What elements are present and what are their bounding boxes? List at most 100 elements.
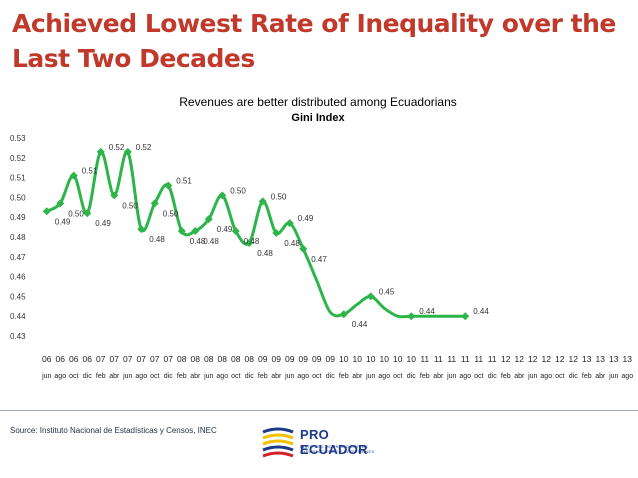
x-month-label: feb: [420, 373, 430, 380]
data-marker: [191, 227, 200, 236]
x-month-label: dic: [488, 373, 497, 380]
x-month-label: ago: [216, 373, 228, 380]
data-marker: [245, 238, 254, 247]
data-label: 0.48: [257, 249, 273, 258]
x-year-label: 13: [623, 354, 633, 364]
data-marker: [164, 181, 173, 190]
data-marker: [272, 229, 281, 238]
x-month-label: abr: [271, 373, 282, 380]
gini-line-chart: Revenues are better distributed among Ec…: [10, 95, 633, 380]
x-month-label: oct: [69, 373, 78, 380]
data-label: 0.51: [82, 167, 98, 176]
x-month-label: jun: [608, 373, 618, 380]
x-year-label: 09: [258, 354, 268, 364]
data-label: 0.44: [419, 307, 435, 316]
x-year-label: 12: [515, 354, 525, 364]
x-month-label: abr: [433, 373, 444, 380]
x-year-label: 11: [488, 354, 497, 364]
data-marker: [285, 219, 294, 228]
x-year-label: 12: [501, 354, 511, 364]
x-year-label: 13: [609, 354, 619, 364]
data-label: 0.52: [109, 143, 125, 152]
pro-ecuador-logo: PRO ECUADOR INSTITUTO DE PROMOCIÓN DE EX…: [260, 421, 385, 461]
data-label: 0.49: [298, 214, 314, 223]
x-year-label: 08: [245, 354, 255, 364]
data-label: 0.50: [230, 186, 246, 195]
data-marker: [96, 147, 105, 156]
x-year-label: 11: [420, 354, 429, 364]
data-markers: [42, 147, 470, 321]
x-year-label: 11: [461, 354, 470, 364]
data-marker: [110, 191, 119, 200]
x-month-label: oct: [150, 373, 159, 380]
x-month-label: dic: [326, 373, 335, 380]
y-tick-label: 0.53: [10, 134, 26, 143]
x-axis: 06 06 06 06 07 07 07 07 07 07 08 08 08 08 08 08 09 09 09 09…: [41, 354, 633, 380]
x-month-label: feb: [177, 373, 187, 380]
data-label: 0.49: [55, 217, 71, 226]
x-year-label: 13: [596, 354, 606, 364]
data-marker: [339, 310, 348, 319]
x-month-label: abr: [514, 373, 525, 380]
data-label: 0.47: [311, 255, 327, 264]
x-year-label: 06: [83, 354, 93, 364]
data-marker: [56, 199, 65, 208]
x-month-label: ago: [54, 373, 66, 380]
x-month-label: jun: [446, 373, 456, 380]
x-month-label: jun: [41, 373, 51, 380]
x-month-label: jun: [365, 373, 375, 380]
data-label: 0.50: [122, 201, 138, 210]
x-month-label: dic: [407, 373, 416, 380]
x-year-label: 11: [434, 354, 443, 364]
data-label: 0.48: [149, 235, 165, 244]
data-label: 0.48: [203, 237, 219, 246]
x-year-label: 08: [191, 354, 201, 364]
x-month-label: jun: [203, 373, 213, 380]
data-label: 0.48: [190, 237, 206, 246]
x-month-label: oct: [231, 373, 240, 380]
data-marker: [366, 292, 375, 301]
data-marker: [218, 191, 227, 200]
x-month-label: jun: [527, 373, 537, 380]
x-year-label: 12: [555, 354, 565, 364]
logo-tagline: INSTITUTO DE PROMOCIÓN DE EXPORTACIONES …: [300, 444, 375, 454]
chart-title: Revenues are better distributed among Ec…: [179, 95, 457, 109]
x-year-label: 08: [231, 354, 241, 364]
data-marker: [137, 225, 146, 234]
y-tick-label: 0.45: [10, 292, 26, 301]
x-month-label: ago: [540, 373, 552, 380]
x-month-label: feb: [258, 373, 268, 380]
data-marker: [42, 207, 51, 216]
data-marker: [407, 312, 416, 321]
x-month-label: oct: [555, 373, 564, 380]
x-year-label: 10: [366, 354, 376, 364]
x-year-label: 09: [326, 354, 336, 364]
x-year-label: 13: [582, 354, 592, 364]
data-label: 0.50: [163, 209, 179, 218]
logo-emblem-icon: [262, 427, 294, 458]
x-year-label: 10: [393, 354, 403, 364]
x-year-label: 07: [123, 354, 133, 364]
data-marker: [461, 312, 470, 321]
x-year-label: 10: [380, 354, 390, 364]
data-label: 0.45: [379, 287, 395, 296]
data-label: 0.48: [244, 237, 260, 246]
x-month-label: ago: [459, 373, 471, 380]
x-year-label: 09: [312, 354, 322, 364]
x-month-label: oct: [474, 373, 483, 380]
x-year-label: 08: [204, 354, 214, 364]
data-marker: [177, 227, 186, 236]
data-marker: [299, 244, 308, 253]
data-label: 0.44: [352, 320, 368, 329]
x-month-label: jun: [284, 373, 294, 380]
x-month-label: abr: [109, 373, 120, 380]
y-tick-label: 0.43: [10, 332, 26, 341]
x-month-label: abr: [595, 373, 606, 380]
y-tick-label: 0.46: [10, 273, 26, 282]
x-year-label: 07: [96, 354, 106, 364]
data-marker: [83, 209, 92, 218]
y-tick-label: 0.48: [10, 233, 26, 242]
chart-subtitle: Gini Index: [291, 112, 345, 124]
y-tick-label: 0.44: [10, 312, 26, 321]
x-month-label: ago: [297, 373, 309, 380]
